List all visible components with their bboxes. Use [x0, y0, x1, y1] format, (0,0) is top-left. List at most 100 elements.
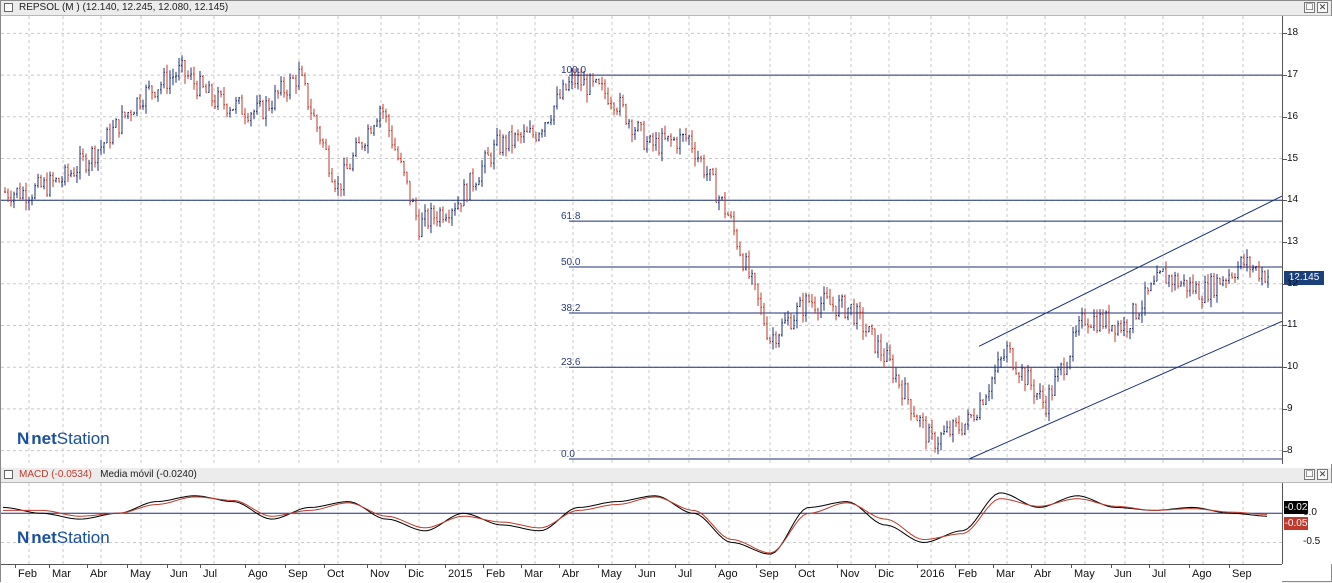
x-tick-label: May — [601, 568, 622, 580]
macd-y-axis: -0.02 -0.05 0.0 -0.5 — [1282, 483, 1332, 564]
x-tick-mark — [1189, 565, 1190, 568]
x-tick-label: Ago — [248, 568, 268, 580]
netstation-mark-icon: N — [17, 528, 30, 547]
x-tick-mark — [405, 565, 406, 568]
x-tick-mark — [285, 565, 286, 568]
x-tick-label: Mar — [52, 568, 71, 580]
macd-title: MACD (-0.0534) — [19, 469, 92, 480]
x-tick-label: Abr — [90, 568, 108, 580]
price-chart[interactable]: 100.0 61.8 50.0 38.2 23.6 0.0 — [1, 16, 1282, 464]
macd-line — [2, 492, 1268, 555]
price-y-axis: 12.145 18 17 16 15 14 13 12 11 10 9 8 — [1282, 16, 1332, 464]
y-tick-mark — [1283, 367, 1287, 369]
x-tick-mark — [795, 565, 796, 568]
y-tick-mark — [1283, 450, 1287, 452]
x-tick-mark — [367, 565, 368, 568]
moving-average-title: Media móvil (-0.0240) — [100, 469, 197, 480]
x-tick-label: Jul — [1152, 568, 1167, 580]
y-tick-label: 14 — [1287, 194, 1299, 206]
y-tick-label: 15 — [1287, 152, 1299, 164]
y-tick-mark — [1283, 408, 1287, 410]
x-tick-mark — [559, 565, 560, 568]
x-tick-mark — [598, 565, 599, 568]
macd-panel-titlebar: MACD (-0.0534) Media móvil (-0.0240) ☐ ✕ — [1, 468, 1331, 483]
y-tick-label: 8 — [1287, 444, 1293, 456]
trend-channel-upper — [978, 195, 1282, 347]
y-tick-mark — [1283, 116, 1287, 118]
x-tick-mark — [875, 565, 876, 568]
x-tick-label: 2016 — [920, 568, 945, 580]
signal-value-tag: -0.05 — [1284, 517, 1308, 531]
x-tick-mark — [675, 565, 676, 568]
x-tick-mark — [715, 565, 716, 568]
x-tick-label: Nov — [370, 568, 390, 580]
y-tick-label: 16 — [1287, 110, 1299, 122]
x-tick-label: Oct — [798, 568, 816, 580]
x-tick-mark — [837, 565, 838, 568]
macd-chart[interactable] — [1, 483, 1282, 564]
y-tick-mark — [1283, 325, 1287, 327]
x-tick-label: Oct — [327, 568, 345, 580]
x-tick-label: May — [1074, 568, 1095, 580]
y-tick-mark — [1283, 242, 1287, 243]
price-panel-title: REPSOL (M ) (12.140, 12.245, 12.080, 12.… — [19, 2, 229, 13]
close-icon[interactable]: ✕ — [1317, 469, 1328, 480]
x-tick-mark — [167, 565, 168, 568]
y-tick-mark — [1283, 200, 1287, 202]
x-tick-mark — [15, 565, 16, 568]
x-tick-label: Ago — [1192, 568, 1212, 580]
restore-icon[interactable]: ☐ — [1304, 469, 1315, 480]
x-tick-mark — [324, 565, 325, 568]
x-tick-label: 2015 — [448, 568, 473, 580]
x-tick-mark — [1111, 565, 1112, 568]
x-tick-mark — [635, 565, 636, 568]
x-tick-label: Sep — [759, 568, 779, 580]
x-tick-label: Jun — [170, 568, 188, 580]
fibonacci-level-label: 100.0 — [561, 65, 586, 76]
x-tick-mark — [49, 565, 50, 568]
netstation-logo: N net Station — [17, 528, 110, 548]
x-tick-mark — [445, 565, 446, 568]
moving-average-line — [3, 496, 1268, 554]
x-tick-label: Feb — [486, 568, 505, 580]
x-tick-mark — [955, 565, 956, 568]
window-icon[interactable] — [4, 470, 13, 479]
restore-icon[interactable]: ☐ — [1304, 2, 1315, 13]
macd-title-row: MACD (-0.0534) Media móvil (-0.0240) — [19, 469, 197, 480]
x-tick-label: Mar — [524, 568, 543, 580]
x-tick-label: Jun — [1114, 568, 1132, 580]
x-tick-label: Mar — [996, 568, 1015, 580]
fibonacci-level-label: 38.2 — [561, 303, 581, 314]
x-tick-mark — [1229, 565, 1230, 568]
macd-y-tick-label: -0.5 — [1303, 536, 1321, 548]
y-tick-label: 10 — [1287, 361, 1299, 373]
window-icon[interactable] — [4, 3, 13, 12]
y-tick-label: 17 — [1287, 69, 1299, 81]
x-tick-mark — [756, 565, 757, 568]
y-tick-mark — [1283, 283, 1287, 285]
y-tick-label: 13 — [1287, 236, 1299, 247]
fibonacci-level-label: 0.0 — [561, 449, 575, 460]
x-tick-mark — [993, 565, 994, 568]
x-tick-label: Sep — [288, 568, 308, 580]
y-tick-mark — [1283, 75, 1287, 77]
macd-value-tag: -0.02 — [1284, 501, 1308, 515]
logo-text-bold: net — [31, 528, 57, 547]
fibonacci-level-label: 23.6 — [561, 357, 581, 368]
logo-text: Station — [56, 429, 110, 448]
last-price-tag: 12.145 — [1284, 270, 1324, 285]
y-tick-label: 18 — [1287, 27, 1299, 39]
y-tick-mark — [1283, 158, 1287, 160]
x-tick-label: Dic — [408, 568, 424, 580]
trend-channel-lower — [968, 320, 1282, 460]
x-tick-label: Jul — [203, 568, 218, 580]
x-tick-mark — [245, 565, 246, 568]
x-tick-label: Feb — [18, 568, 37, 580]
x-tick-mark — [521, 565, 522, 568]
macd-y-tick-label: 0.0 — [1303, 507, 1317, 519]
x-tick-label: Nov — [840, 568, 860, 580]
price-panel-titlebar: REPSOL (M ) (12.140, 12.245, 12.080, 12.… — [1, 1, 1331, 16]
y-tick-label: 12 — [1287, 277, 1299, 289]
close-icon[interactable]: ✕ — [1317, 2, 1328, 13]
